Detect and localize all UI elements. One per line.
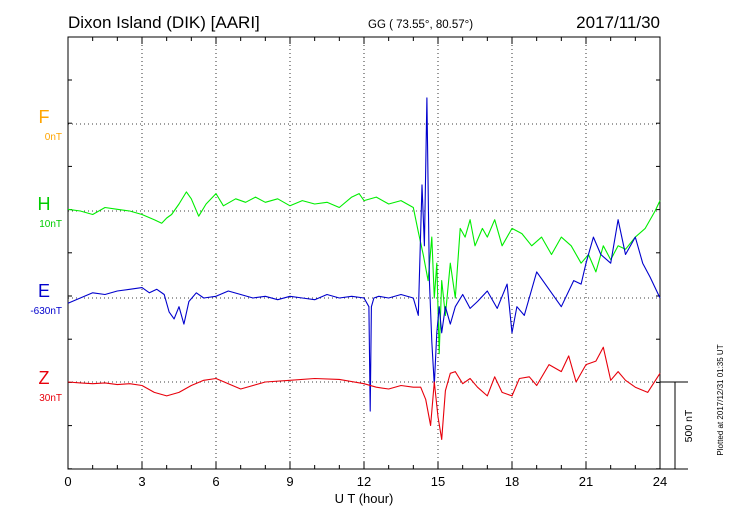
traces: [67, 97, 661, 440]
series-e-line: [67, 97, 661, 412]
plot-area: 0 3 6 9 12 15 18 21 24: [64, 36, 667, 489]
x-axis-ticks: 0 3 6 9 12 15 18 21 24: [64, 37, 667, 489]
series-h-name: H: [38, 194, 51, 214]
series-e-name: E: [38, 281, 50, 301]
x-tick-label-21: 21: [579, 474, 593, 489]
x-tick-label-0: 0: [64, 474, 71, 489]
series-z-line: [67, 346, 661, 440]
grid: [68, 37, 660, 469]
channel-labels: F 0nT H 10nT E -630nT Z 30nT: [30, 107, 62, 404]
x-tick-label-9: 9: [286, 474, 293, 489]
x-tick-label-6: 6: [212, 474, 219, 489]
coordinates-label: GG ( 73.55°, 80.57°): [368, 19, 473, 31]
x-tick-label-18: 18: [505, 474, 519, 489]
series-f-name: F: [39, 107, 50, 127]
series-h-baseline: 10nT: [39, 219, 62, 230]
plotted-note: Plotted at 2017/12/31 01:35 UT: [716, 344, 725, 455]
series-z-baseline: 30nT: [39, 393, 62, 404]
scale-bar: 500 nT: [660, 381, 695, 470]
x-tick-label-24: 24: [653, 474, 667, 489]
x-axis-title: U T (hour): [335, 491, 394, 506]
series-f-baseline: 0nT: [45, 132, 62, 143]
x-tick-label-15: 15: [431, 474, 445, 489]
station-title: Dixon Island (DIK) [AARI]: [68, 13, 260, 32]
series-e-baseline: -630nT: [30, 306, 62, 317]
date-label: 2017/11/30: [576, 13, 660, 32]
x-tick-label-3: 3: [138, 474, 145, 489]
x-tick-label-12: 12: [357, 474, 371, 489]
series-z-name: Z: [39, 368, 50, 388]
scale-bar-label: 500 nT: [683, 409, 695, 442]
